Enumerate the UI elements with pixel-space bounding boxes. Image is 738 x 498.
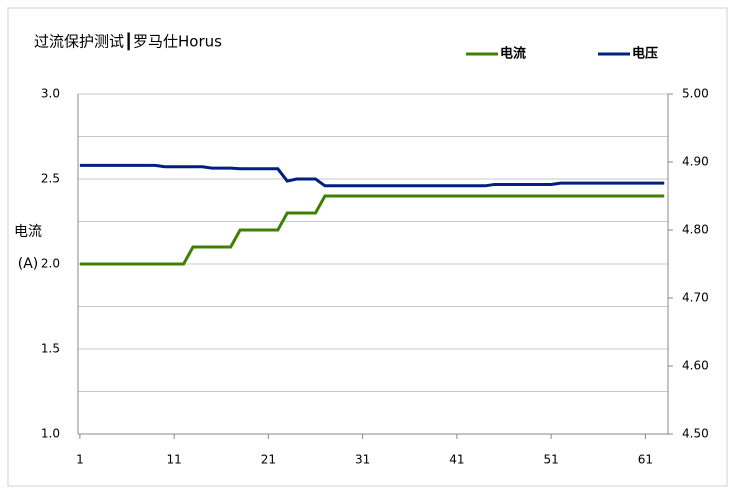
- y2-tick-label: 4.80: [682, 223, 709, 237]
- y2-tick-label: 4.90: [682, 155, 709, 169]
- legend-label: 电压: [632, 46, 658, 62]
- y-tick-label: 1.0: [41, 427, 60, 441]
- y-axis-label: 电流(A): [14, 224, 42, 272]
- chart-title: 过流保护测试┃罗马仕Horus: [34, 32, 222, 51]
- legend-label: 电流: [500, 46, 526, 62]
- y2-tick-label: 4.70: [682, 291, 709, 305]
- x-tick-label: 41: [449, 453, 464, 467]
- y-tick-label: 1.5: [41, 342, 60, 356]
- x-tick-label: 51: [543, 453, 558, 467]
- x-tick-label: 61: [638, 453, 653, 467]
- y-tick-label: 3.0: [41, 87, 60, 101]
- y2-tick-label: 5.00: [682, 87, 709, 101]
- chart-border: [7, 7, 728, 487]
- y2-tick-label: 4.60: [682, 359, 709, 373]
- y2-tick-label: 4.50: [682, 427, 709, 441]
- y-tick-label: 2.0: [41, 257, 60, 271]
- y-tick-label: 2.5: [41, 172, 60, 186]
- series-line: [79, 163, 665, 188]
- x-tick-label: 21: [261, 453, 276, 467]
- series-line: [79, 194, 665, 266]
- x-tick-label: 11: [166, 453, 181, 467]
- x-tick-label: 1: [76, 453, 84, 467]
- x-tick-label: 31: [355, 453, 370, 467]
